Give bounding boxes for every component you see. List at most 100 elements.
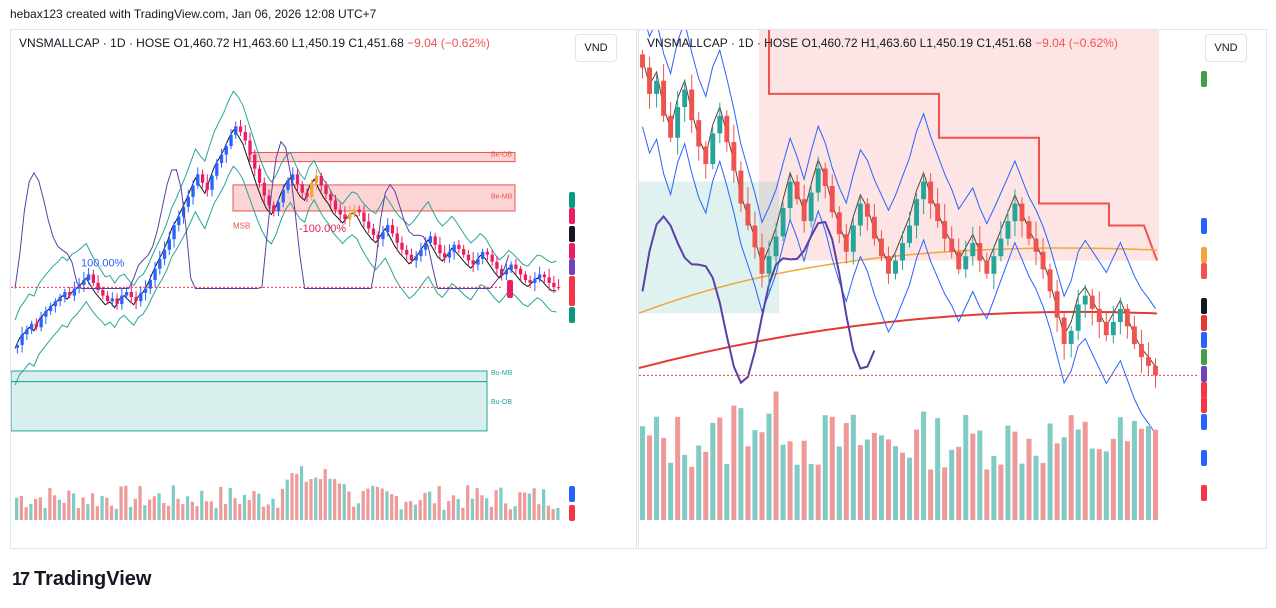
- candle-body: [1033, 238, 1039, 252]
- left-chart-canvas[interactable]: 100.00% -100.00% Be-OB Be-MB Bu-MB Bu-OB MSB: [11, 30, 636, 548]
- volume-bar: [38, 497, 42, 520]
- tradingview-logo[interactable]: 17 TradingView: [12, 568, 151, 591]
- candle-body: [914, 199, 920, 226]
- volume-bar: [794, 464, 800, 520]
- volume-bar: [647, 435, 653, 520]
- volume-bar: [724, 463, 730, 520]
- right-chart-canvas[interactable]: [639, 30, 1266, 548]
- candle-body: [433, 236, 437, 245]
- volume-bar: [437, 486, 441, 520]
- volume-bar: [508, 509, 513, 520]
- volume-bar: [542, 489, 546, 520]
- volume-bar: [546, 505, 551, 520]
- upper-band-line: [647, 30, 1156, 309]
- price-tag: [1201, 332, 1207, 348]
- volume-bar: [1145, 426, 1151, 520]
- brand-name: TradingView: [34, 568, 152, 590]
- currency-button[interactable]: VND: [1205, 34, 1247, 62]
- candle-body: [552, 282, 556, 288]
- candle-body: [86, 274, 91, 281]
- candle-body: [696, 120, 702, 147]
- right-legend: VNSMALLCAP · 1D · HOSE O1,460.72 H1,463.…: [647, 36, 1118, 50]
- candle-body: [518, 268, 523, 275]
- volume-bar: [162, 502, 166, 520]
- volume-bar: [921, 411, 927, 520]
- volume-bar: [166, 505, 171, 520]
- candle-body: [300, 184, 304, 193]
- candle-body: [129, 292, 133, 297]
- candle-body: [556, 287, 561, 289]
- volume-bar: [266, 504, 270, 520]
- volume-bar: [1068, 415, 1074, 520]
- volume-bar: [95, 506, 99, 520]
- price-tag: [569, 192, 575, 208]
- candle-body: [20, 334, 24, 345]
- candle-body: [1075, 304, 1081, 331]
- legend-high: H1,463.60: [860, 36, 917, 50]
- volume-bar: [766, 413, 772, 520]
- candle-body: [724, 115, 730, 143]
- volume-bar: [204, 501, 209, 520]
- candle-body: [319, 175, 323, 186]
- candle-body: [172, 225, 176, 240]
- candle-body: [942, 221, 948, 239]
- volume-bar: [295, 473, 299, 520]
- candle-body: [229, 134, 233, 147]
- pct-down-label: -100.00%: [299, 223, 346, 235]
- candle-body: [1026, 221, 1032, 239]
- ma-red-line: [639, 310, 1158, 370]
- volume-bar: [977, 430, 983, 520]
- volume-bar: [195, 506, 199, 520]
- candle-body: [647, 67, 652, 94]
- candle-body: [935, 203, 941, 222]
- pct-up-label: 100.00%: [81, 257, 125, 269]
- volume-bar: [29, 503, 33, 520]
- candle-body: [414, 256, 418, 261]
- candle-body: [267, 195, 271, 206]
- candle-body: [96, 282, 100, 290]
- candle-body: [998, 238, 1004, 257]
- volume-bar: [176, 498, 180, 520]
- candle-body: [177, 216, 181, 226]
- candle-body: [329, 194, 333, 201]
- candle-body: [970, 243, 976, 257]
- right-chart-pane[interactable]: VNSMALLCAP · 1D · HOSE O1,460.72 H1,463.…: [638, 29, 1267, 549]
- candle-body: [338, 209, 342, 215]
- volume-bar: [703, 451, 709, 520]
- candle-body: [291, 174, 295, 180]
- candle-body: [443, 253, 447, 258]
- candle-body: [1054, 291, 1060, 318]
- candle-body: [893, 260, 898, 274]
- volume-bar: [276, 507, 280, 520]
- volume-bar: [52, 495, 57, 520]
- candle-body: [438, 244, 442, 254]
- volume-bar: [696, 445, 702, 520]
- volume-bar: [759, 432, 765, 520]
- volume-bar: [71, 493, 76, 520]
- candle-body: [1012, 203, 1018, 222]
- volume-bar: [857, 445, 863, 520]
- candle-body: [921, 181, 927, 200]
- candle-body: [234, 126, 238, 135]
- volume-bar: [752, 430, 758, 520]
- legend-open: O1,460.72: [173, 36, 230, 50]
- volume-bar: [1040, 462, 1046, 520]
- price-tag: [569, 259, 575, 275]
- candle-body: [39, 316, 43, 328]
- left-chart-pane[interactable]: 100.00% -100.00% Be-OB Be-MB Bu-MB Bu-OB MSB V…: [10, 29, 637, 549]
- candle-body: [794, 181, 800, 200]
- volume-bar: [907, 457, 913, 520]
- candle-body: [390, 225, 395, 234]
- volume-bar: [119, 486, 123, 520]
- candle-body: [1082, 295, 1088, 305]
- currency-button[interactable]: VND: [575, 34, 617, 62]
- volume-bar: [1117, 417, 1123, 520]
- candle-body: [134, 296, 138, 302]
- volume-bar: [878, 435, 884, 520]
- candle-body: [668, 115, 674, 138]
- candle-body: [77, 285, 81, 289]
- candle-body: [243, 132, 247, 141]
- volume-bar: [738, 408, 744, 520]
- volume-bar: [970, 433, 976, 520]
- candle-body: [409, 254, 414, 261]
